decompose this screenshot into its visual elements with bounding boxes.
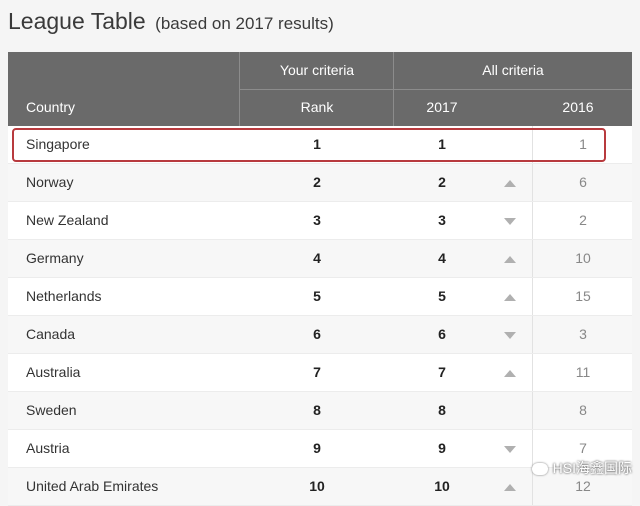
rank-cell: 8: [313, 402, 321, 418]
country-cell: New Zealand: [26, 212, 109, 228]
country-cell: Singapore: [26, 136, 90, 152]
trend-cell: [490, 430, 530, 467]
trend-cell: [490, 278, 530, 315]
rank-2016-cell: 10: [532, 240, 633, 277]
column-header-country[interactable]: Country: [26, 99, 76, 115]
country-cell: Germany: [26, 250, 84, 266]
rank-cell: 10: [309, 478, 325, 494]
trend-cell: [490, 468, 530, 505]
column-header-rank[interactable]: Rank: [300, 99, 334, 115]
rank-2016-cell: 15: [532, 278, 633, 315]
country-cell: Sweden: [26, 402, 77, 418]
column-group-all-criteria: All criteria: [482, 62, 544, 78]
trend-cell: [490, 202, 530, 239]
table-row[interactable]: Austria 9 9 7: [8, 430, 632, 468]
trend-cell: [490, 316, 530, 353]
table-row[interactable]: Australia 7 7 11: [8, 354, 632, 392]
page-header: League Table (based on 2017 results): [8, 8, 334, 35]
rank-2017-cell: 9: [438, 440, 446, 456]
table-row[interactable]: Netherlands 5 5 15: [8, 278, 632, 316]
rank-2017-cell: 5: [438, 288, 446, 304]
rank-cell: 1: [313, 136, 321, 152]
rank-cell: 5: [313, 288, 321, 304]
table-row[interactable]: Singapore 1 1 1: [8, 126, 632, 164]
trend-cell: [490, 164, 530, 201]
rank-2016-cell: 7: [532, 430, 633, 467]
rank-2017-cell: 4: [438, 250, 446, 266]
table-row[interactable]: Germany 4 4 10: [8, 240, 632, 278]
rank-cell: 4: [313, 250, 321, 266]
arrow-up-icon: [504, 293, 516, 301]
rank-2017-cell: 10: [434, 478, 450, 494]
rank-cell: 6: [313, 326, 321, 342]
trend-cell: [490, 392, 530, 429]
rank-2016-cell: 3: [532, 316, 633, 353]
arrow-down-icon: [504, 217, 516, 225]
arrow-up-icon: [504, 369, 516, 377]
column-header-2017[interactable]: 2017: [426, 99, 458, 115]
watermark-text: HSI海鑫国际: [552, 460, 632, 476]
page-subtitle: (based on 2017 results): [155, 14, 334, 33]
arrow-down-icon: [504, 331, 516, 339]
country-cell: Netherlands: [26, 288, 102, 304]
rank-cell: 9: [313, 440, 321, 456]
table-body: Singapore 1 1 1 Norway 2 2 6 New Zealand 3 3 2 Germa…: [8, 126, 632, 506]
arrow-up-icon: [504, 483, 516, 491]
rank-cell: 3: [313, 212, 321, 228]
column-header-2016[interactable]: 2016: [562, 99, 594, 115]
league-table: Country Your criteria All criteria Rank …: [8, 52, 632, 506]
header-divider: [239, 52, 240, 126]
arrow-down-icon: [504, 445, 516, 453]
table-row[interactable]: Norway 2 2 6: [8, 164, 632, 202]
trend-cell: [490, 126, 530, 163]
rank-2017-cell: 8: [438, 402, 446, 418]
country-cell: Austria: [26, 440, 70, 456]
country-cell: Norway: [26, 174, 74, 190]
trend-cell: [490, 354, 530, 391]
table-row[interactable]: Sweden 8 8 8: [8, 392, 632, 430]
watermark: HSI海鑫国际: [531, 458, 632, 478]
rank-2017-cell: 3: [438, 212, 446, 228]
rank-2016-cell: 11: [532, 354, 633, 391]
rank-2016-cell: 2: [532, 202, 633, 239]
table-header: Country Your criteria All criteria Rank …: [8, 52, 632, 126]
rank-cell: 7: [313, 364, 321, 380]
country-cell: Canada: [26, 326, 76, 342]
rank-2017-cell: 7: [438, 364, 446, 380]
rank-cell: 2: [313, 174, 321, 190]
rank-2016-cell: 8: [532, 392, 633, 429]
arrow-up-icon: [504, 179, 516, 187]
rank-2017-cell: 6: [438, 326, 446, 342]
table-row[interactable]: New Zealand 3 3 2: [8, 202, 632, 240]
country-cell: United Arab Emirates: [26, 478, 159, 494]
arrow-up-icon: [504, 255, 516, 263]
page-title: League Table: [8, 8, 146, 34]
table-row[interactable]: Canada 6 6 3: [8, 316, 632, 354]
rank-2017-cell: 2: [438, 174, 446, 190]
header-divider: [240, 89, 632, 90]
country-cell: Australia: [26, 364, 81, 380]
rank-2016-cell: 1: [532, 126, 633, 163]
wechat-icon: [531, 463, 548, 476]
trend-cell: [490, 240, 530, 277]
column-group-your-criteria: Your criteria: [279, 62, 355, 78]
rank-2017-cell: 1: [438, 136, 446, 152]
rank-2016-cell: 12: [532, 468, 633, 505]
rank-2016-cell: 6: [532, 164, 633, 201]
